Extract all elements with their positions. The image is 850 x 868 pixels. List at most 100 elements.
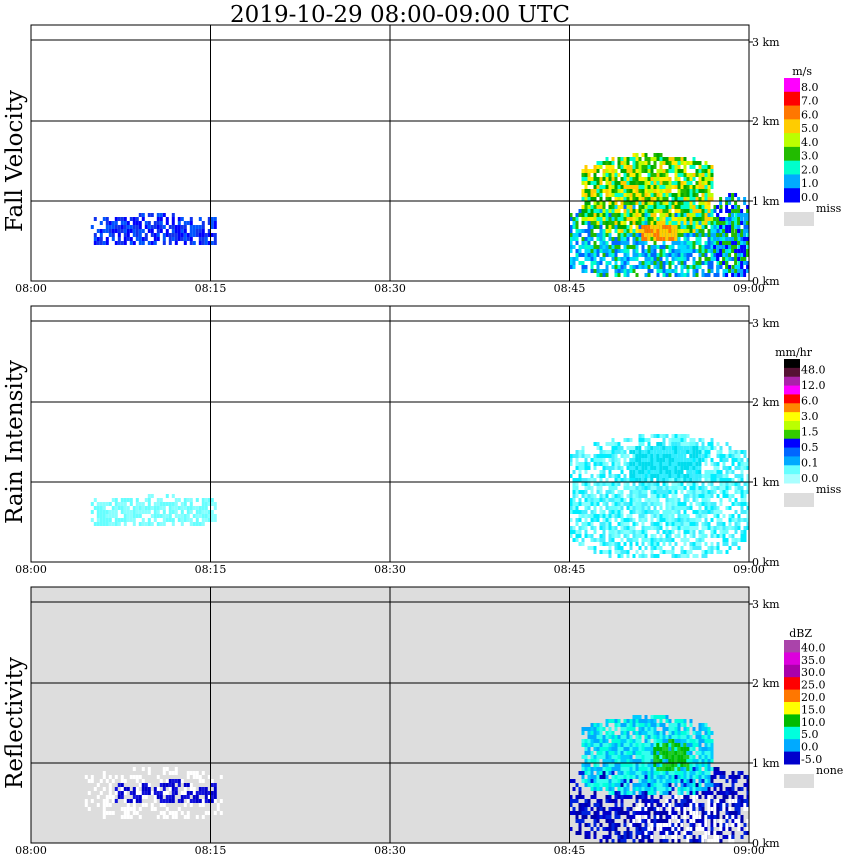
heatmap-cell xyxy=(659,173,663,177)
heatmap-cell xyxy=(605,827,609,831)
heatmap-cell xyxy=(647,835,651,839)
heatmap-cell xyxy=(662,550,666,554)
heatmap-cell xyxy=(683,510,687,514)
heatmap-cell xyxy=(719,803,723,807)
heatmap-cell xyxy=(620,530,624,534)
heatmap-cell xyxy=(584,530,588,534)
heatmap-cell xyxy=(719,265,723,269)
heatmap-cell xyxy=(743,237,747,241)
heatmap-cell xyxy=(587,454,591,458)
heatmap-cell xyxy=(611,253,615,257)
heatmap-cell xyxy=(587,522,591,526)
heatmap-cell xyxy=(599,807,603,811)
heatmap-cell xyxy=(581,261,585,265)
heatmap-cell xyxy=(647,205,651,209)
heatmap-cell xyxy=(599,197,603,201)
heatmap-cell xyxy=(572,811,576,815)
heatmap-cell xyxy=(611,510,615,514)
heatmap-cell xyxy=(746,225,750,229)
heatmap-cell xyxy=(602,169,606,173)
heatmap-cell xyxy=(710,225,714,229)
heatmap-cell xyxy=(587,217,591,221)
heatmap-cell xyxy=(105,803,109,807)
heatmap-cell xyxy=(617,747,621,751)
heatmap-cell xyxy=(105,779,109,783)
heatmap-cell xyxy=(596,723,600,727)
heatmap-cell xyxy=(701,201,705,205)
heatmap-cell xyxy=(707,233,711,237)
heatmap-cell xyxy=(722,466,726,470)
heatmap-cell xyxy=(135,799,139,803)
heatmap-cell xyxy=(617,755,621,759)
heatmap-cell xyxy=(737,273,741,277)
heatmap-cell xyxy=(689,546,693,550)
heatmap-cell xyxy=(96,518,100,522)
heatmap-cell xyxy=(186,783,190,787)
heatmap-cell xyxy=(584,193,588,197)
heatmap-cell xyxy=(740,538,744,542)
heatmap-cell xyxy=(608,233,612,237)
heatmap-cell xyxy=(644,799,648,803)
heatmap-cell xyxy=(683,494,687,498)
heatmap-cell xyxy=(626,787,630,791)
heatmap-cell xyxy=(647,526,651,530)
heatmap-cell xyxy=(644,775,648,779)
heatmap-cell xyxy=(695,522,699,526)
heatmap-cell xyxy=(716,217,720,221)
heatmap-cell xyxy=(195,510,199,514)
heatmap-cell xyxy=(692,205,696,209)
heatmap-cell xyxy=(605,273,609,277)
heatmap-cell xyxy=(638,530,642,534)
heatmap-cell xyxy=(644,261,648,265)
heatmap-cell xyxy=(680,201,684,205)
heatmap-cell xyxy=(189,229,193,233)
heatmap-cell xyxy=(677,233,681,237)
heatmap-cell xyxy=(213,787,217,791)
heatmap-cell xyxy=(195,815,199,819)
heatmap-cell xyxy=(611,249,615,253)
heatmap-cell xyxy=(692,261,696,265)
heatmap-cell xyxy=(578,791,582,795)
heatmap-cell xyxy=(599,233,603,237)
heatmap-cell xyxy=(596,201,600,205)
heatmap-cell xyxy=(602,827,606,831)
heatmap-cell xyxy=(722,835,726,839)
heatmap-cell xyxy=(638,442,642,446)
heatmap-cell xyxy=(677,237,681,241)
heatmap-cell xyxy=(635,719,639,723)
heatmap-cell xyxy=(701,550,705,554)
heatmap-cell xyxy=(641,819,645,823)
heatmap-cell xyxy=(740,257,744,261)
heatmap-cell xyxy=(608,731,612,735)
heatmap-cell xyxy=(641,209,645,213)
heatmap-cell xyxy=(590,735,594,739)
heatmap-cell xyxy=(677,197,681,201)
heatmap-cell xyxy=(177,514,181,518)
heatmap-cell xyxy=(204,241,208,245)
heatmap-cell xyxy=(668,245,672,249)
heatmap-cell xyxy=(186,791,190,795)
heatmap-cell xyxy=(105,522,109,526)
heatmap-cell xyxy=(159,225,163,229)
heatmap-cell xyxy=(123,498,127,502)
heatmap-cell xyxy=(674,213,678,217)
heatmap-cell xyxy=(719,221,723,225)
heatmap-cell xyxy=(171,237,175,241)
heatmap-cell xyxy=(635,153,639,157)
heatmap-cell xyxy=(707,522,711,526)
heatmap-cell xyxy=(105,241,109,245)
heatmap-cell xyxy=(195,799,199,803)
heatmap-cell xyxy=(674,438,678,442)
heatmap-cell xyxy=(147,213,151,217)
heatmap-cell xyxy=(692,474,696,478)
heatmap-cell xyxy=(638,177,642,181)
heatmap-cell xyxy=(581,221,585,225)
heatmap-cell xyxy=(674,446,678,450)
heatmap-cell xyxy=(665,470,669,474)
heatmap-cell xyxy=(626,811,630,815)
heatmap-cell xyxy=(162,811,166,815)
heatmap-cell xyxy=(686,522,690,526)
heatmap-cell xyxy=(213,795,217,799)
heatmap-cell xyxy=(728,197,732,201)
